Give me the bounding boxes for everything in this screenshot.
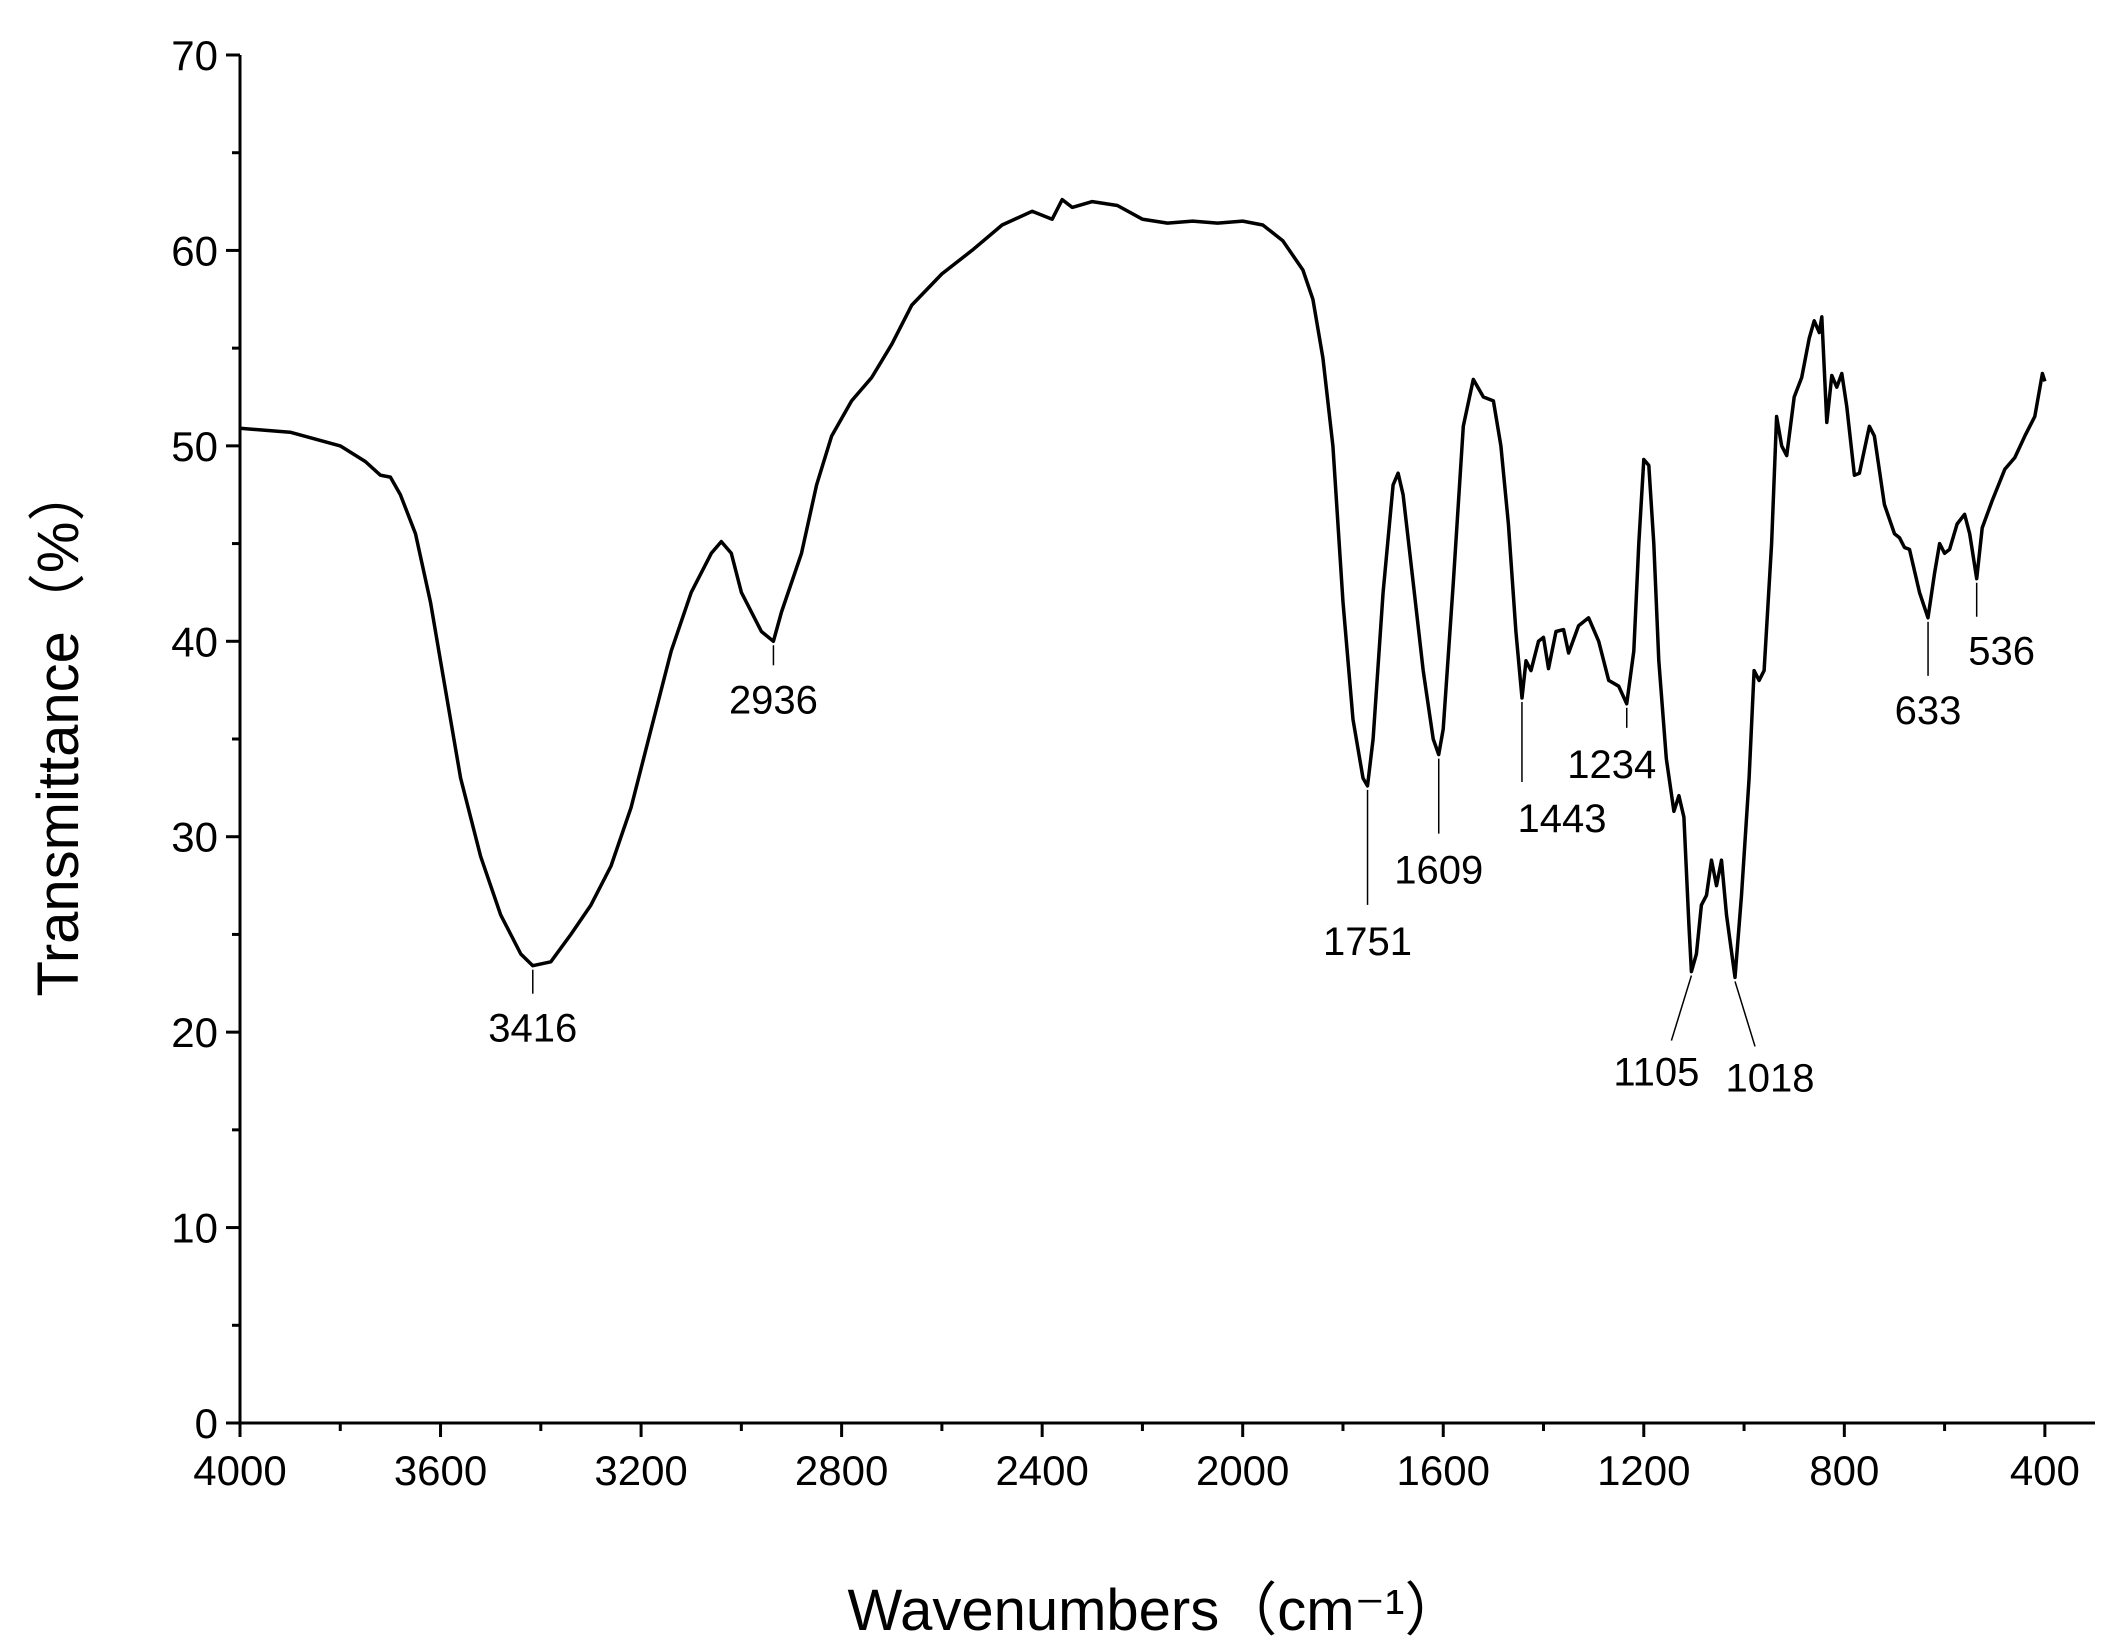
- x-tick-label: 1200: [1597, 1447, 1690, 1494]
- y-tick-label: 50: [171, 423, 218, 470]
- y-tick-label: 0: [195, 1400, 218, 1447]
- x-tick-label: 400: [2010, 1447, 2080, 1494]
- peak-label: 1018: [1726, 1056, 1815, 1100]
- y-tick-label: 70: [171, 32, 218, 79]
- y-tick-label: 30: [171, 814, 218, 861]
- y-tick-label: 20: [171, 1009, 218, 1056]
- peak-label: 1609: [1394, 849, 1483, 893]
- x-tick-label: 3200: [594, 1447, 687, 1494]
- peak-label: 1751: [1323, 920, 1412, 964]
- peak-label: 1443: [1517, 797, 1606, 841]
- y-tick-label: 10: [171, 1205, 218, 1252]
- x-tick-label: 2400: [995, 1447, 1088, 1494]
- x-tick-label: 4000: [193, 1447, 286, 1494]
- peak-label: 536: [1968, 630, 2035, 674]
- peak-label: 1105: [1613, 1051, 1699, 1095]
- x-tick-label: 2800: [795, 1447, 888, 1494]
- x-axis-label: Wavenumbers（cm⁻¹）: [847, 1578, 1462, 1643]
- x-tick-label: 3600: [394, 1447, 487, 1494]
- peak-leader: [1734, 981, 1756, 1047]
- peak-label: 633: [1895, 689, 1962, 733]
- peak-label: 1234: [1567, 743, 1656, 787]
- x-tick-label: 800: [1809, 1447, 1879, 1494]
- peak-leader: [1670, 975, 1693, 1041]
- x-tick-label: 1600: [1397, 1447, 1490, 1494]
- spectrum-line: [239, 197, 2047, 980]
- x-tick-label: 2000: [1196, 1447, 1289, 1494]
- y-tick-label: 60: [171, 227, 218, 274]
- y-tick-label: 40: [171, 618, 218, 665]
- y-axis-label: Transmittance（%）: [26, 464, 91, 997]
- peak-label: 3416: [488, 1007, 577, 1051]
- peak-label: 2936: [729, 678, 818, 722]
